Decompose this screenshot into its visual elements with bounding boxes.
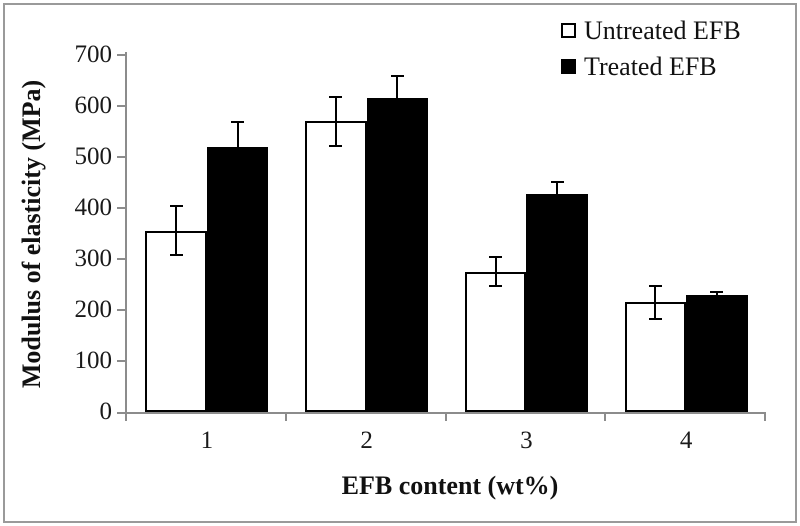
x-axis-tick	[284, 414, 287, 421]
error-bar-cap-top	[710, 290, 724, 293]
x-axis-title: EFB content (wt%)	[341, 471, 559, 500]
error-bar-cap-top	[550, 180, 564, 183]
bar-untreated-efb-group3	[464, 271, 527, 412]
x-axis-tick	[125, 414, 127, 421]
x-axis-tick-label: 1	[200, 427, 214, 454]
y-axis-tick-label: 100	[74, 347, 113, 374]
y-axis-tick-label: 200	[74, 296, 113, 323]
error-bar-cap-bottom	[231, 170, 245, 173]
error-bar-cap-bottom	[648, 318, 662, 321]
y-axis-tick-label: 600	[74, 92, 113, 119]
y-axis-tick	[117, 54, 125, 56]
legend-label: Untreated EFB	[584, 16, 741, 45]
error-bar-cap-top	[489, 256, 503, 259]
error-bar-line	[396, 75, 399, 122]
bar-treated-efb-group1	[206, 146, 269, 412]
error-bar-cap-top	[169, 205, 183, 208]
x-axis-tick-label: 2	[360, 427, 373, 454]
legend-item-treated: Treated EFB	[561, 53, 741, 80]
y-axis-tick-label: 0	[99, 398, 113, 425]
error-bar-line	[175, 205, 178, 257]
error-bar-cap-bottom	[710, 296, 724, 299]
error-bar-line	[494, 256, 497, 288]
y-axis-tick	[117, 360, 125, 362]
error-bar-line	[715, 290, 718, 299]
bar-treated-efb-group4	[686, 294, 748, 412]
bar-untreated-efb-group2	[305, 121, 367, 412]
filled-square-icon	[561, 59, 576, 74]
y-axis-tick	[117, 207, 125, 209]
y-axis-tick	[117, 156, 125, 158]
error-bar-cap-bottom	[329, 144, 343, 147]
error-bar-line	[334, 95, 337, 147]
open-square-icon	[561, 23, 576, 38]
error-bar-cap-bottom	[169, 254, 183, 257]
legend: Untreated EFB Treated EFB	[561, 17, 741, 80]
bar-treated-efb-group3	[526, 193, 588, 412]
error-bar-cap-bottom	[489, 285, 503, 288]
y-axis-tick-label: 500	[74, 143, 113, 170]
legend-item-untreated: Untreated EFB	[561, 17, 741, 44]
x-axis-tick	[604, 414, 607, 421]
error-bar-cap-top	[231, 121, 245, 124]
error-bar-cap-top	[648, 284, 662, 287]
error-bar-line	[556, 180, 559, 207]
y-axis-tick	[117, 105, 125, 107]
x-axis-tick	[764, 414, 766, 421]
y-axis-tick-label: 400	[74, 194, 113, 221]
y-axis-tick-label: 700	[74, 41, 113, 68]
x-axis-tick-label: 4	[679, 427, 693, 454]
error-bar-cap-bottom	[390, 119, 404, 122]
y-axis-tick	[117, 258, 125, 260]
error-bar-cap-bottom	[550, 204, 564, 207]
y-axis-line	[125, 52, 127, 412]
legend-label: Treated EFB	[584, 52, 717, 81]
x-axis-tick	[444, 414, 447, 421]
bar-untreated-efb-group1	[145, 230, 207, 412]
y-axis-title: Modulus of elasticity (MPa)	[17, 79, 46, 389]
bar-treated-efb-group2	[366, 98, 429, 412]
y-axis-tick	[117, 412, 125, 414]
error-bar-cap-top	[390, 75, 404, 78]
error-bar-cap-top	[329, 95, 343, 98]
y-axis-tick-label: 300	[74, 245, 113, 272]
x-axis-tick-label: 3	[520, 427, 533, 454]
y-axis-tick	[117, 309, 125, 311]
error-bar-line	[654, 284, 657, 321]
bar-untreated-efb-group4	[624, 302, 687, 412]
error-bar-line	[236, 121, 239, 173]
x-axis-line	[125, 412, 766, 414]
